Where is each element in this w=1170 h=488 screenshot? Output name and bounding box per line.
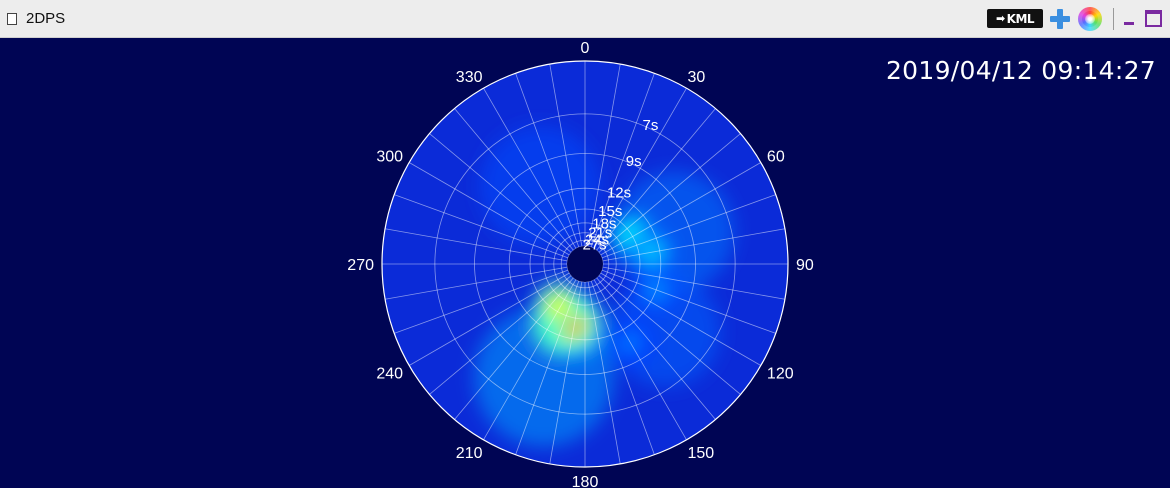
center-hole [567,246,603,282]
period-tick-label: 27s [583,237,607,254]
period-ring [508,187,662,341]
minimize-button[interactable] [1120,10,1138,28]
plus-icon[interactable] [1049,8,1071,30]
period-ring [474,153,696,375]
angle-tick-label: 0 [581,40,590,57]
period-tick-label: 12s [607,184,631,201]
angle-tick-label: 60 [767,149,785,166]
toolbar-divider [1113,8,1114,30]
angle-tick-label: 180 [572,474,599,488]
angle-tick-label: 30 [688,69,706,86]
period-tick-label: 7s [643,117,659,134]
period-tick-label: 9s [626,153,642,170]
period-tick-label: 15s [598,203,622,220]
export-kml-label: KML [1006,11,1035,26]
app-title: 2DPS [26,10,66,27]
document-icon [7,13,17,25]
angle-tick-label: 150 [688,445,715,462]
chart-border [381,60,789,468]
period-ring [529,208,641,320]
angle-tick-label: 210 [456,445,483,462]
angle-tick-label: 330 [456,69,483,86]
angle-tick-label: 300 [376,149,403,166]
period-ring [553,232,617,296]
period-ring [434,113,736,415]
export-kml-button[interactable]: ➡ KML [987,9,1043,28]
period-ring [543,222,627,306]
maximize-button[interactable] [1145,10,1162,27]
angle-tick-label: 240 [376,366,403,383]
period-tick-label: 21s [588,225,612,242]
angle-tick-label: 270 [347,257,374,274]
energy-peak-2 [544,292,573,321]
title-bar: 2DPS ➡ KML [0,0,1170,38]
angle-tick-label: 90 [796,257,814,274]
timestamp: 2019/04/12 09:14:27 [885,56,1156,85]
period-tick-label: 18s [592,216,616,233]
polar-spectrum-chart: 0 30 60 90 120 150 180 210 240 270 300 330 7s 9s 12s 15… [347,40,814,488]
period-tick-label: 24s [585,231,609,248]
arrow-right-icon: ➡ [995,12,1005,25]
color-wheel-icon[interactable] [1078,7,1102,31]
angle-tick-label: 120 [767,366,794,383]
period-ring [560,239,610,289]
